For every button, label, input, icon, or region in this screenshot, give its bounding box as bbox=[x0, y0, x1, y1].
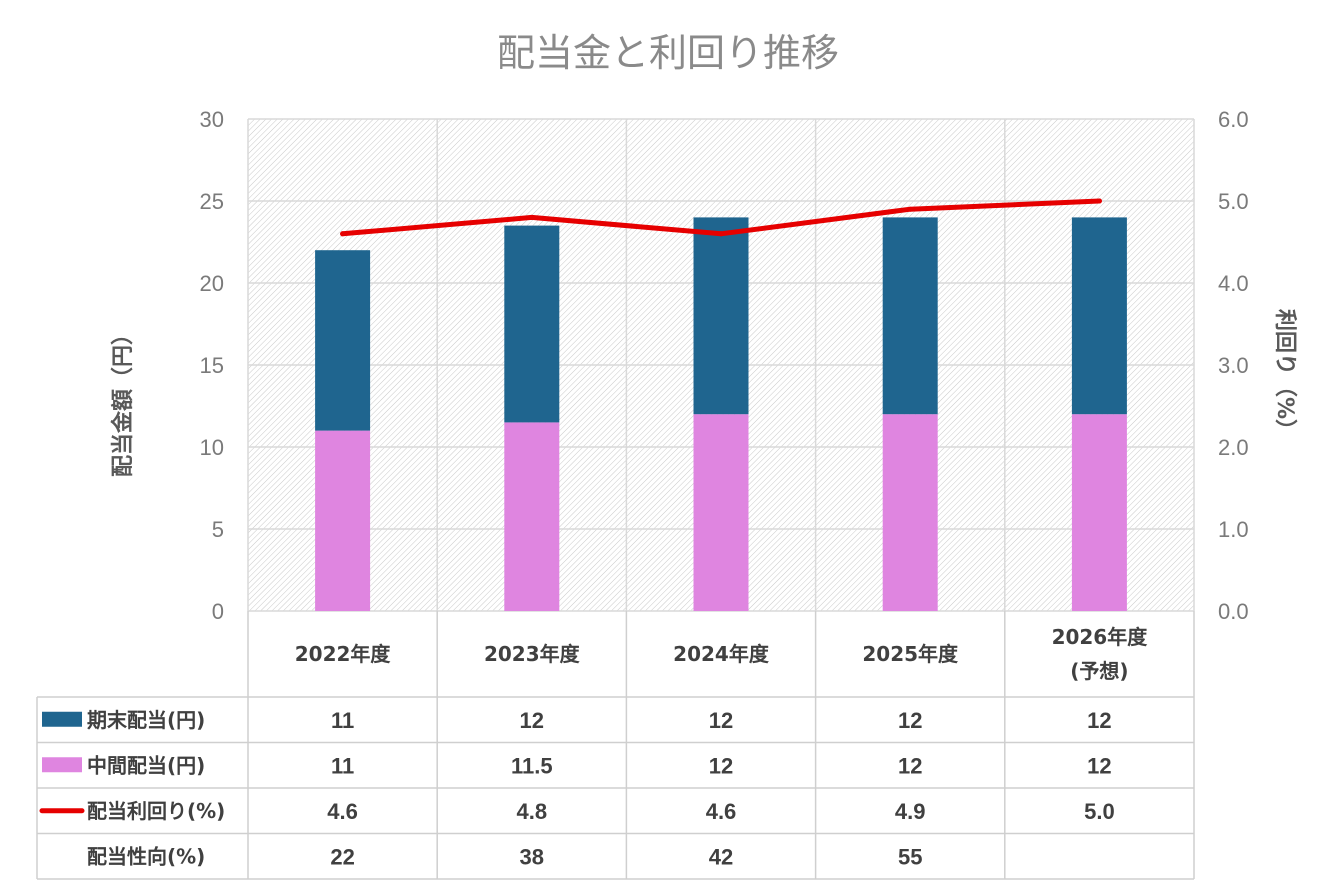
line-point bbox=[1096, 198, 1102, 204]
yield-line bbox=[340, 198, 1102, 237]
bar-期末配当(円) bbox=[882, 217, 938, 415]
table-cell: 12 bbox=[1087, 753, 1111, 778]
left-axis-label: 配当金額（円） bbox=[110, 323, 136, 477]
right-tick-label: 1.0 bbox=[1218, 517, 1249, 542]
bars bbox=[315, 217, 1127, 611]
table-cell: 12 bbox=[898, 753, 922, 778]
category-label: (予想) bbox=[1070, 659, 1128, 683]
line-point bbox=[340, 231, 346, 237]
left-tick-label: 0 bbox=[212, 599, 224, 624]
table-cell: 4.9 bbox=[895, 799, 926, 824]
table-cell: 5.0 bbox=[1084, 799, 1115, 824]
right-tick-label: 2.0 bbox=[1218, 435, 1249, 460]
category-label: 2024年度 bbox=[673, 642, 770, 666]
left-tick-label: 5 bbox=[212, 517, 224, 542]
legend-swatch bbox=[42, 711, 82, 727]
bar-中間配当(円) bbox=[315, 430, 371, 611]
left-tick-label: 30 bbox=[200, 107, 224, 132]
line-point bbox=[718, 231, 724, 237]
category-label: 2025年度 bbox=[862, 642, 959, 666]
left-tick-label: 20 bbox=[200, 271, 224, 296]
right-axis-label: 利回り（%） bbox=[1272, 309, 1297, 441]
table-row-label: 配当性向(%) bbox=[87, 844, 205, 868]
right-tick-label: 5.0 bbox=[1218, 189, 1249, 214]
right-tick-label: 3.0 bbox=[1218, 353, 1249, 378]
table-cell: 22 bbox=[330, 844, 354, 869]
category-label: 2022年度 bbox=[295, 642, 392, 666]
table-cell: 4.8 bbox=[517, 799, 548, 824]
left-tick-label: 10 bbox=[200, 435, 224, 460]
table-cell: 4.6 bbox=[327, 799, 358, 824]
table-cell: 12 bbox=[709, 753, 733, 778]
bar-中間配当(円) bbox=[882, 414, 938, 611]
table-cell: 11 bbox=[331, 708, 354, 733]
right-tick-label: 4.0 bbox=[1218, 271, 1249, 296]
bar-期末配当(円) bbox=[1071, 217, 1127, 415]
line-point bbox=[529, 214, 535, 220]
right-axis-ticks: 0.0 1.0 2.0 3.0 4.0 5.0 6.0 bbox=[1218, 107, 1249, 624]
chart-title: 配当金と利回り推移 bbox=[497, 31, 839, 75]
legend-swatch bbox=[42, 757, 82, 773]
data-table: 2022年度 2023年度 2024年度 2025年度 2026年度 (予想) 期末配当(円… bbox=[36, 611, 1195, 880]
left-tick-label: 25 bbox=[200, 189, 224, 214]
category-label: 2026年度 bbox=[1052, 625, 1149, 649]
table-row-label: 期末配当(円) bbox=[87, 708, 205, 732]
table-cell: 12 bbox=[520, 708, 544, 733]
table-cell: 42 bbox=[709, 844, 733, 869]
table-row-label: 中間配当(円) bbox=[87, 753, 205, 777]
table-cell: 38 bbox=[520, 844, 544, 869]
category-label: 2023年度 bbox=[484, 642, 581, 666]
left-axis-ticks: 0 5 10 15 20 25 30 bbox=[200, 107, 224, 624]
table-cell: 11.5 bbox=[511, 753, 553, 778]
right-tick-label: 6.0 bbox=[1218, 107, 1249, 132]
right-tick-label: 0.0 bbox=[1218, 599, 1249, 624]
bar-期末配当(円) bbox=[693, 217, 749, 415]
left-tick-label: 15 bbox=[200, 353, 224, 378]
table-cell: 12 bbox=[1087, 708, 1111, 733]
bar-中間配当(円) bbox=[504, 422, 560, 611]
bar-期末配当(円) bbox=[315, 250, 371, 431]
bar-中間配当(円) bbox=[1071, 414, 1127, 611]
table-row-label: 配当利回り(%) bbox=[87, 799, 225, 823]
table-cell: 55 bbox=[898, 844, 922, 869]
table-cell: 11 bbox=[331, 753, 354, 778]
bar-中間配当(円) bbox=[693, 414, 749, 611]
table-cell: 12 bbox=[709, 708, 733, 733]
table-cell: 4.6 bbox=[706, 799, 737, 824]
table-cell: 12 bbox=[898, 708, 922, 733]
line-point bbox=[907, 206, 913, 212]
bar-期末配当(円) bbox=[504, 225, 560, 423]
